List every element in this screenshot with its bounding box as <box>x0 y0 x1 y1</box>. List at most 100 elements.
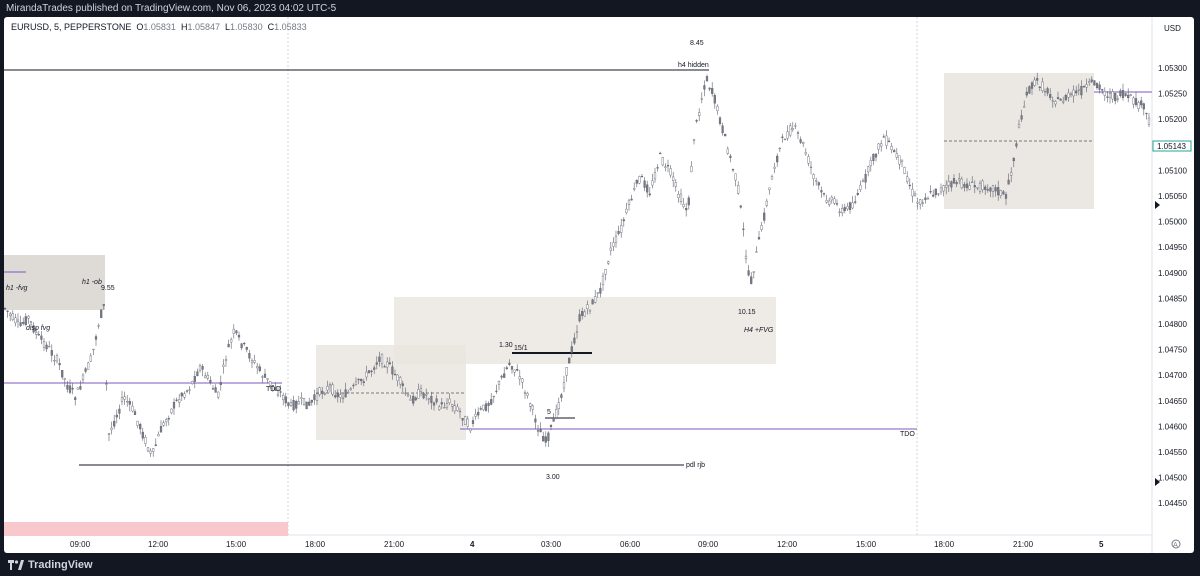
candle-body <box>513 369 516 373</box>
candle-body <box>487 403 490 406</box>
candle-body <box>887 140 891 142</box>
candle-body <box>113 420 116 427</box>
price-marker-icon <box>1155 201 1160 209</box>
candle-body <box>235 330 238 334</box>
candle-body <box>295 401 298 409</box>
time-tick-label: 06:00 <box>620 540 641 549</box>
label-h4-fvg: H4 +FVG <box>744 327 774 334</box>
candle-body <box>690 165 693 173</box>
candle-body <box>237 334 241 338</box>
candle-body <box>874 153 878 158</box>
price-tick-label: 1.04600 <box>1158 422 1187 431</box>
chart-area[interactable]: 8.45 h4 hidden h1 -ob h1 -fvg 9.55 disp … <box>4 17 1194 553</box>
candle-body <box>383 366 386 368</box>
candle-body <box>864 173 867 183</box>
time-axis-ticks[interactable]: 09:00 12:00 15:00 18:00 21:00 4 03:00 06:00 09:0… <box>70 540 1104 549</box>
candle-body <box>154 444 157 446</box>
tradingview-logo[interactable]: TradingView <box>8 558 93 572</box>
candle-body <box>952 178 956 184</box>
candle-body <box>729 155 732 158</box>
candle-body <box>14 317 17 324</box>
time-tick-label: 18:00 <box>305 540 326 549</box>
candle-body <box>391 366 394 375</box>
settings-icon[interactable]: A <box>1171 539 1181 549</box>
price-tick-label: 1.05300 <box>1158 64 1187 73</box>
candle-body <box>308 401 311 406</box>
candle-body <box>284 396 287 404</box>
candle-body <box>703 85 706 90</box>
candle-body <box>609 247 612 251</box>
candle-body <box>768 187 771 191</box>
low-value: 1.05830 <box>230 22 263 32</box>
candle-body <box>591 299 594 305</box>
candle-body <box>570 346 573 353</box>
candle-body <box>1051 100 1054 102</box>
candle-body <box>92 348 95 351</box>
candle-body <box>435 398 438 403</box>
candle-body <box>292 400 295 411</box>
candle-body <box>162 422 165 426</box>
candle-body <box>666 165 670 167</box>
price-tick-label: 1.04650 <box>1158 397 1187 406</box>
candle-body <box>505 367 508 370</box>
candle-body <box>1038 86 1041 89</box>
candle-body <box>695 119 698 122</box>
candle-body <box>1101 89 1104 91</box>
candle-body <box>542 436 545 442</box>
candle-body <box>245 347 248 350</box>
candle-body <box>11 313 14 320</box>
candle-body <box>947 181 950 186</box>
candle-body <box>248 353 251 359</box>
time-tick-label: 15:00 <box>226 540 247 549</box>
candle-body <box>518 376 521 380</box>
footer-bar: TradingView <box>0 553 1200 576</box>
candle-body <box>349 388 352 391</box>
candle-body <box>71 387 74 390</box>
candle-body <box>328 384 332 387</box>
candle-body <box>4 308 7 310</box>
candle-body <box>986 189 989 191</box>
candle-body <box>19 322 22 326</box>
publisher-bar: MirandaTrades published on TradingView.c… <box>0 0 1200 17</box>
label-15-1: 15/1 <box>514 345 528 352</box>
candle-body <box>217 391 220 398</box>
high-label: H <box>180 22 188 32</box>
candle-body <box>144 437 147 444</box>
candle-body <box>994 187 997 192</box>
h1-ob-zone[interactable] <box>4 255 105 310</box>
candle-body <box>1069 93 1073 96</box>
candle-body <box>991 185 995 192</box>
candle-body <box>180 392 183 397</box>
candle-body <box>877 143 880 150</box>
price-chart-svg[interactable]: 8.45 h4 hidden h1 -ob h1 -fvg 9.55 disp … <box>4 17 1194 553</box>
candle-body <box>1103 91 1106 96</box>
candle-body <box>136 420 139 426</box>
candle-body <box>1082 86 1086 88</box>
candle-body <box>53 360 56 362</box>
candle-body <box>516 369 519 371</box>
candle-body <box>711 87 714 94</box>
candle-body <box>958 178 961 181</box>
candle-body <box>510 366 514 370</box>
candle-body <box>752 271 755 273</box>
candle-body <box>302 398 306 405</box>
candle-body <box>682 203 685 207</box>
candle-body <box>1025 91 1028 96</box>
candle-body <box>604 268 607 275</box>
candle-body <box>261 376 264 378</box>
candle-body <box>282 395 285 400</box>
candle-body <box>219 382 222 385</box>
candle-body <box>484 403 488 411</box>
candle-body <box>222 364 225 367</box>
tradingview-logo-icon <box>8 560 24 570</box>
candle-body <box>362 381 365 383</box>
candle-body <box>838 211 841 214</box>
candle-body <box>120 397 124 402</box>
candle-body <box>856 192 859 195</box>
candle-body <box>66 384 69 390</box>
price-axis-ticks[interactable]: 1.053001.052501.052001.051501.051001.050… <box>1158 64 1187 508</box>
candle-body <box>1002 191 1005 195</box>
candle-body <box>81 374 85 380</box>
candle-body <box>191 381 194 384</box>
candle-body <box>204 375 207 379</box>
